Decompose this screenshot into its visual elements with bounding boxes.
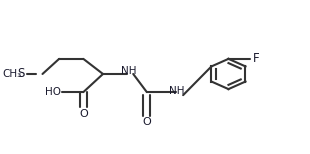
Text: O: O bbox=[79, 109, 88, 119]
Text: CH₃: CH₃ bbox=[2, 69, 22, 79]
Text: NH: NH bbox=[169, 86, 185, 96]
Text: S: S bbox=[18, 67, 25, 81]
Text: HO: HO bbox=[45, 87, 61, 97]
Text: F: F bbox=[252, 52, 259, 65]
Text: O: O bbox=[143, 117, 151, 127]
Text: NH: NH bbox=[121, 66, 136, 76]
